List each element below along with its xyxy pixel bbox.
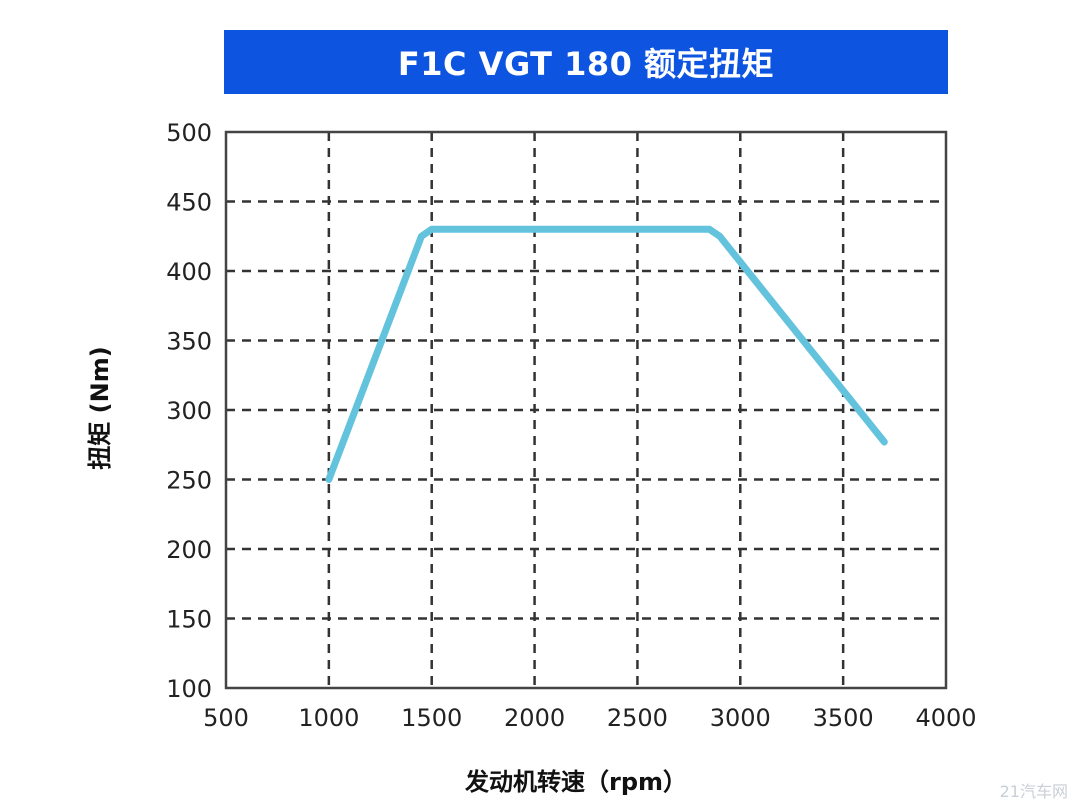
plot-frame xyxy=(224,130,948,690)
x-tick-label: 3500 xyxy=(813,704,874,732)
x-axis-label: 发动机转速（rpm） xyxy=(464,768,687,796)
x-tick-label: 2500 xyxy=(607,704,668,732)
chart-title: F1C VGT 180 额定扭矩 xyxy=(224,30,948,94)
y-tick-label: 300 xyxy=(166,397,212,425)
y-tick-label: 500 xyxy=(166,119,212,147)
torque-line xyxy=(325,225,888,483)
y-tick-label: 400 xyxy=(166,258,212,286)
y-tick-label: 200 xyxy=(166,536,212,564)
y-tick-label: 450 xyxy=(166,189,212,217)
y-tick-label: 150 xyxy=(166,606,212,634)
y-axis-label: 扭矩 (Nm) xyxy=(86,346,114,469)
x-tick-label: 3000 xyxy=(710,704,771,732)
y-tick-label: 100 xyxy=(166,675,212,703)
x-tick-label: 2000 xyxy=(504,704,565,732)
y-tick-label: 250 xyxy=(166,467,212,495)
x-tick-label: 500 xyxy=(203,704,249,732)
x-tick-label: 1500 xyxy=(401,704,462,732)
x-tick-label: 1000 xyxy=(298,704,359,732)
x-tick-label: 4000 xyxy=(915,704,976,732)
watermark-logo: 21汽车网 xyxy=(999,782,1068,801)
y-tick-label: 350 xyxy=(166,328,212,356)
